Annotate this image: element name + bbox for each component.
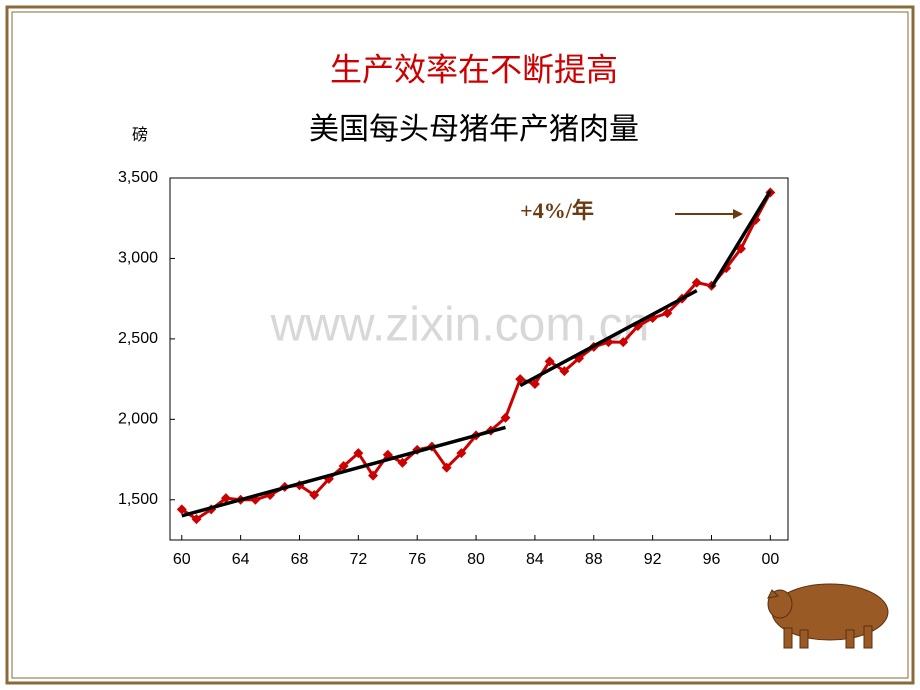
slide-title: 生产效率在不断提高: [330, 51, 618, 89]
y-tick-label: 2,500: [118, 330, 158, 347]
x-tick-label: 88: [585, 551, 603, 568]
data-point: [353, 448, 364, 459]
trend-line: [181, 425, 506, 518]
data-line: [180, 191, 772, 521]
y-tick-label: 1,500: [118, 491, 158, 508]
trend-line: [709, 189, 772, 289]
data-point: [559, 366, 570, 377]
x-tick-label: 96: [703, 551, 721, 568]
x-tick-label: 64: [232, 551, 250, 568]
arrow-head: [733, 209, 743, 219]
data-point: [397, 457, 408, 468]
y-tick-label: 3,000: [118, 250, 158, 267]
trend-line: [519, 289, 698, 388]
data-point: [368, 470, 379, 481]
x-tick-label: 92: [644, 551, 662, 568]
x-tick-label: 00: [761, 551, 779, 568]
data-point: [544, 356, 555, 367]
data-point: [515, 374, 526, 385]
x-tick-label: 84: [526, 551, 544, 568]
y-tick-label: 2,000: [118, 411, 158, 428]
plot-area: [169, 177, 789, 541]
chart-subtitle: 美国每头母猪年产猪肉量: [309, 112, 639, 147]
x-tick-label: 68: [291, 551, 309, 568]
data-point: [500, 412, 511, 423]
y-tick-label: 3,500: [118, 169, 158, 186]
x-tick-label: 80: [467, 551, 485, 568]
data-point: [456, 448, 467, 459]
watermark: www.zixin.com.cn: [270, 299, 650, 352]
data-point: [309, 489, 320, 500]
data-point: [338, 460, 349, 471]
data-point: [529, 378, 540, 389]
x-tick-label: 76: [408, 551, 426, 568]
x-tick-label: 60: [173, 551, 191, 568]
frame-inner: [11, 11, 909, 679]
data-point: [191, 514, 202, 525]
frame-outer: [5, 5, 915, 685]
data-point: [441, 462, 452, 473]
annotation: +4%/年: [520, 198, 594, 223]
pig: [767, 583, 889, 649]
page-number: 6: [833, 638, 840, 652]
y-axis-label: 磅: [132, 126, 148, 144]
data-point: [691, 277, 702, 288]
data-point: [662, 308, 673, 319]
data-point: [618, 337, 629, 348]
data-point: [176, 504, 187, 515]
data-point: [220, 493, 231, 504]
x-tick-label: 72: [349, 551, 367, 568]
